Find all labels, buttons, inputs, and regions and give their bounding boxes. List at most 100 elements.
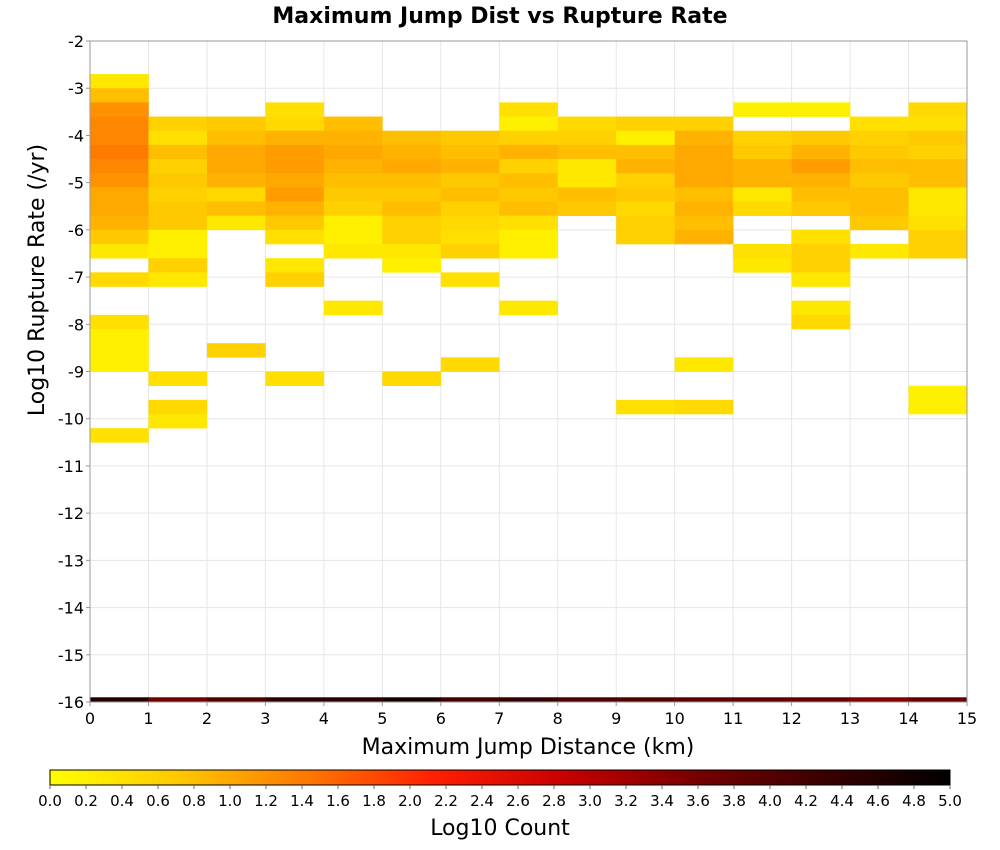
- heatmap-cell: [148, 116, 208, 132]
- heatmap-cell: [148, 272, 208, 287]
- heatmap-cell: [382, 173, 442, 188]
- heatmap-cell: [323, 215, 383, 231]
- heatmap-cell: [440, 215, 500, 231]
- heatmap-cell: [382, 159, 442, 174]
- colorbar-tick-label: 3.6: [686, 792, 710, 810]
- heatmap-cell: [382, 201, 442, 216]
- heatmap-cell: [733, 201, 792, 216]
- y-tick-label: -4: [68, 126, 84, 145]
- heatmap-cell: [90, 428, 149, 443]
- heatmap-cell: [557, 130, 617, 146]
- x-tick-label: 11: [723, 709, 743, 728]
- heatmap-cell: [557, 187, 617, 202]
- heatmap-cell: [908, 116, 968, 132]
- heatmap-cell: [791, 258, 851, 273]
- heatmap-cell: [499, 244, 559, 259]
- y-tick-label: -7: [68, 268, 84, 287]
- y-axis-label: Log10 Rupture Rate (/yr): [25, 144, 50, 416]
- heatmap-cell: [148, 201, 208, 216]
- heatmap-cell: [557, 697, 617, 703]
- heatmap-cell: [265, 272, 325, 287]
- x-tick-label: 13: [840, 709, 860, 728]
- y-tick-label: -16: [58, 693, 84, 712]
- heatmap-cell: [90, 159, 149, 174]
- heatmap-cell: [323, 144, 383, 160]
- colorbar-tick-label: 2.2: [434, 792, 458, 810]
- heatmap-cell: [206, 116, 266, 132]
- heatmap-cell: [382, 144, 442, 160]
- heatmap-cell: [206, 144, 266, 160]
- heatmap-cell: [265, 102, 325, 117]
- x-tick-label: 10: [664, 709, 684, 728]
- heatmap-cell: [557, 116, 617, 132]
- x-tick-label: 14: [898, 709, 918, 728]
- heatmap-cell: [616, 144, 675, 160]
- heatmap-cell: [440, 187, 500, 202]
- heatmap-cell: [791, 201, 851, 216]
- heatmap-cell: [733, 173, 792, 188]
- x-tick-label: 0: [85, 709, 95, 728]
- heatmap-cell: [90, 697, 149, 703]
- colorbar-tick-label: 2.4: [470, 792, 494, 810]
- heatmap-cell: [557, 201, 617, 216]
- heatmap-cell: [791, 272, 851, 287]
- x-tick-label: 2: [202, 709, 212, 728]
- colorbar-tick-label: 2.6: [506, 792, 530, 810]
- heatmap-cell: [616, 201, 675, 216]
- colorbar-tick-label: 2.0: [398, 792, 422, 810]
- colorbar-ticks: 0.0 0.2 0.4 0.6 0.8 1.0 1.2 1.4 1.6 1.8 2.0 2.2 2.4 2…: [38, 785, 962, 810]
- x-tick-label: 4: [319, 709, 329, 728]
- heatmap-cell: [148, 399, 208, 415]
- heatmap-cell: [440, 159, 500, 174]
- heatmap-cell: [265, 258, 325, 273]
- heatmap-cell: [733, 258, 792, 273]
- heatmap-cell: [908, 159, 968, 174]
- heatmap-cell: [674, 144, 734, 160]
- heatmap-cell: [440, 144, 500, 160]
- heatmap-cell: [674, 201, 734, 216]
- heatmap-cell: [850, 116, 909, 132]
- heatmap-cell: [850, 173, 909, 188]
- colorbar-tick-label: 4.2: [794, 792, 818, 810]
- heatmap-cell: [791, 173, 851, 188]
- y-tick-label: -8: [68, 315, 84, 334]
- heatmap-cell: [499, 102, 559, 117]
- heatmap-cells: [90, 74, 968, 703]
- heatmap-cell: [90, 329, 149, 344]
- heatmap-cell: [616, 116, 675, 132]
- heatmap-cell: [265, 144, 325, 160]
- heatmap-cell: [674, 697, 734, 703]
- heatmap-cell: [499, 173, 559, 188]
- colorbar-tick-label: 4.0: [758, 792, 782, 810]
- y-tick-label: -2: [68, 32, 84, 51]
- heatmap-cell: [440, 201, 500, 216]
- heatmap-cell: [733, 130, 792, 146]
- x-tick-label: 7: [494, 709, 504, 728]
- heatmap-cell: [616, 159, 675, 174]
- colorbar-tick-label: 5.0: [938, 792, 962, 810]
- heatmap-cell: [908, 144, 968, 160]
- heatmap-cell: [908, 229, 968, 245]
- heatmap-cell: [908, 215, 968, 231]
- heatmap-cell: [148, 144, 208, 160]
- heatmap-cell: [440, 173, 500, 188]
- heatmap-cell: [90, 173, 149, 188]
- heatmap-cell: [148, 413, 208, 429]
- colorbar-tick-label: 3.4: [650, 792, 674, 810]
- heatmap-cell: [557, 144, 617, 160]
- heatmap-cell: [90, 102, 149, 117]
- heatmap-cell: [440, 244, 500, 259]
- chart-title: Maximum Jump Dist vs Rupture Rate: [272, 4, 727, 29]
- heatmap-cell: [791, 159, 851, 174]
- heatmap-cell: [908, 187, 968, 202]
- heatmap-cell: [674, 229, 734, 245]
- heatmap-cell: [733, 187, 792, 202]
- colorbar-tick-label: 1.2: [254, 792, 278, 810]
- heatmap-cell: [674, 215, 734, 231]
- heatmap-cell: [791, 244, 851, 259]
- heatmap-cell: [90, 215, 149, 231]
- heatmap-cell: [148, 697, 208, 703]
- colorbar-tick-label: 3.2: [614, 792, 638, 810]
- heatmap-cell: [382, 215, 442, 231]
